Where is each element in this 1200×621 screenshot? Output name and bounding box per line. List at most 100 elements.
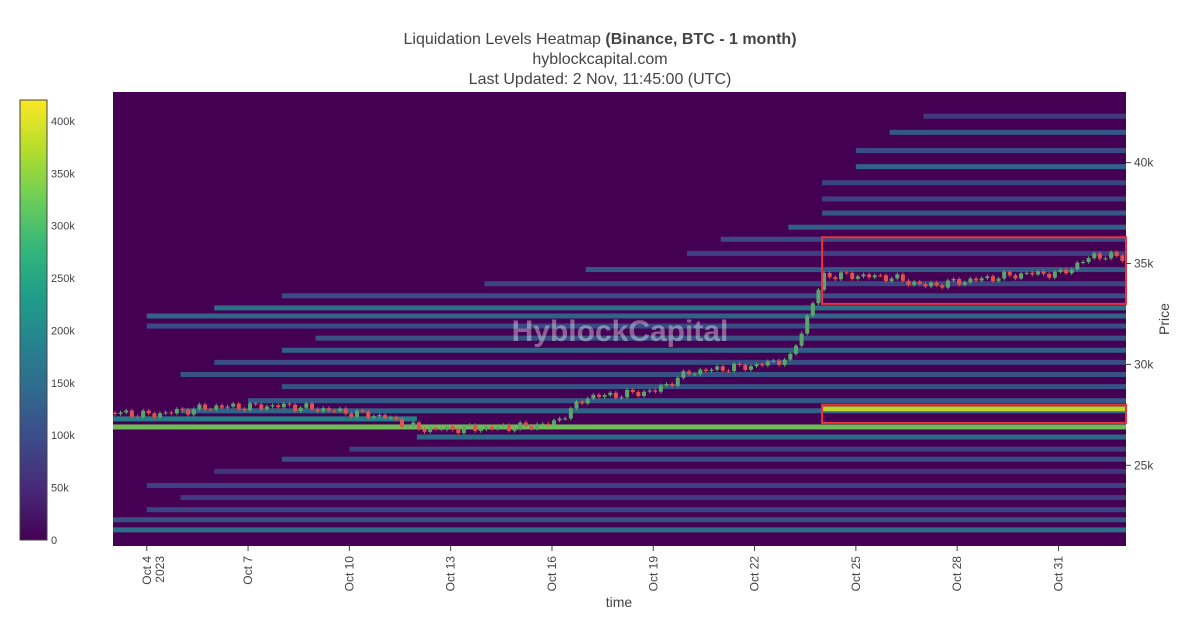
candle-body — [760, 364, 765, 366]
candle-body — [540, 423, 545, 425]
candle-body — [698, 369, 703, 375]
y-tick-label: 30k — [1134, 357, 1154, 371]
candle-body — [951, 279, 956, 281]
liquidation-band — [923, 113, 1126, 119]
candle-body — [777, 360, 782, 365]
x-axis: Oct 4 2023 Oct 7 Oct 10 Oct 13 Oct 16 Oct 19 Oc… — [140, 546, 1065, 592]
colorbar-tick-label: 150k — [51, 378, 75, 390]
candle-body — [259, 404, 264, 410]
liquidation-band — [113, 416, 417, 422]
candle-body — [563, 418, 568, 420]
candle-body — [1024, 272, 1029, 274]
x-tick-label: Oct 16 — [545, 556, 559, 592]
liquidation-band — [349, 446, 1126, 452]
candle-body — [377, 415, 382, 417]
candle-body — [833, 277, 838, 280]
candle-body — [850, 272, 855, 279]
candle-body — [1007, 271, 1012, 276]
candle-body — [934, 282, 939, 286]
chart-subtitle: hyblockcapital.com — [532, 51, 668, 68]
liquidation-band — [855, 164, 1126, 170]
candle-body — [636, 391, 641, 397]
liquidation-band — [180, 408, 1126, 414]
liquidation-band — [720, 236, 1126, 242]
candle-body — [146, 410, 151, 414]
liquidation-band — [315, 335, 1126, 341]
candle-body — [653, 390, 658, 392]
candle-body — [917, 281, 922, 285]
candle-body — [551, 420, 556, 425]
candle-body — [118, 412, 123, 415]
candle-body — [990, 276, 995, 282]
candle-body — [546, 423, 551, 425]
colorbar-tick-label: 300k — [51, 221, 75, 233]
candle-body — [315, 409, 320, 412]
candle-body — [962, 282, 967, 285]
candle-body — [293, 404, 298, 412]
candle-body — [884, 275, 889, 282]
candle-body — [456, 429, 461, 433]
liquidation-band — [214, 468, 1126, 474]
x-tick-label: Oct 7 — [241, 556, 255, 585]
candle-body — [461, 426, 466, 433]
candle-body — [231, 403, 236, 407]
candle-body — [900, 274, 905, 281]
candle-body — [878, 275, 883, 277]
candle-body — [186, 409, 191, 415]
candle-body — [709, 369, 714, 371]
candle-body — [715, 366, 720, 370]
liquidation-band — [687, 250, 1126, 256]
chart-title: Liquidation Levels Heatmap (Binance, BTC… — [0, 30, 1200, 50]
candle-body — [602, 395, 607, 397]
candle-body — [478, 429, 483, 431]
liquidation-band — [146, 507, 1126, 513]
liquidation-band — [855, 148, 1126, 154]
liquidation-band — [822, 180, 1126, 186]
candle-body — [1052, 271, 1057, 278]
candle-body — [732, 363, 737, 372]
candle-body — [203, 404, 208, 410]
liquidation-band — [214, 359, 1126, 365]
candle-body — [596, 394, 601, 397]
candle-body — [867, 274, 872, 278]
chart-updated: Last Updated: 2 Nov, 11:45:00 (UTC) — [468, 71, 732, 88]
liquidation-band — [113, 517, 1126, 523]
candle-body — [687, 371, 692, 375]
watermark: HyblockCapital — [512, 315, 729, 348]
colorbar-tick-label: 50k — [51, 483, 69, 495]
candle-body — [214, 405, 219, 410]
liquidation-band — [146, 482, 1126, 488]
candle-body — [670, 383, 675, 386]
colorbar-tick-label: 0 — [51, 535, 57, 547]
candle-body — [287, 403, 292, 405]
candle-body — [523, 422, 528, 426]
candle-body — [383, 415, 388, 419]
candle-body — [180, 408, 185, 410]
candle-body — [748, 366, 753, 370]
candle-body — [642, 391, 647, 397]
candle-body — [1097, 253, 1102, 259]
liquidation-band — [585, 267, 1126, 273]
candle-body — [979, 278, 984, 281]
chart-title-block: Liquidation Levels Heatmap (Binance, BTC… — [0, 30, 1200, 90]
candle-body — [782, 359, 787, 365]
candle-body — [1058, 269, 1063, 272]
candle-body — [647, 390, 652, 392]
candle-body — [1035, 271, 1040, 275]
candle-body — [129, 410, 134, 417]
candle-body — [844, 272, 849, 274]
candle-body — [923, 284, 928, 287]
liquidation-band — [889, 129, 1126, 135]
candle-body — [945, 280, 950, 288]
candle-body — [675, 377, 680, 386]
candle-body — [658, 385, 663, 392]
candle-body — [405, 426, 410, 428]
candle-body — [1047, 273, 1052, 278]
x-tick-label: Oct 31 — [1051, 556, 1065, 592]
candle-body — [1092, 253, 1097, 259]
candle-body — [512, 429, 517, 431]
candle-body — [799, 333, 804, 346]
candle-body — [495, 426, 500, 429]
candle-body — [974, 278, 979, 281]
colorbar-ticks: 0 50k 100k 150k 200k 250k 300k 350k 400k — [51, 116, 75, 547]
